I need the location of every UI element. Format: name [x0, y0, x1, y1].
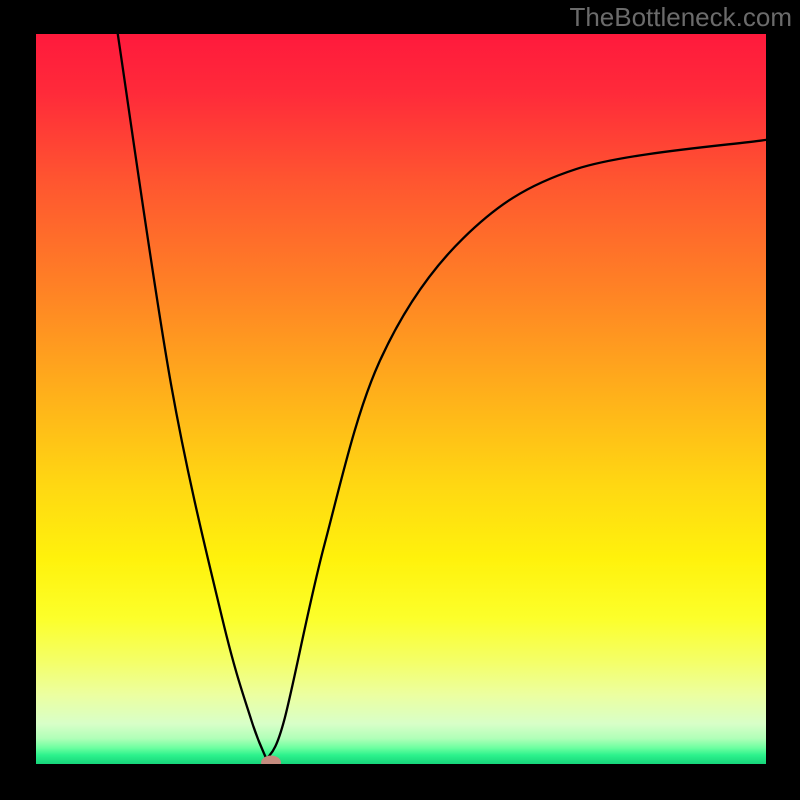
- plot-background: [36, 34, 766, 764]
- chart-frame: TheBottleneck.com: [0, 0, 800, 800]
- bottleneck-plot: [36, 34, 766, 764]
- watermark-text: TheBottleneck.com: [569, 2, 792, 33]
